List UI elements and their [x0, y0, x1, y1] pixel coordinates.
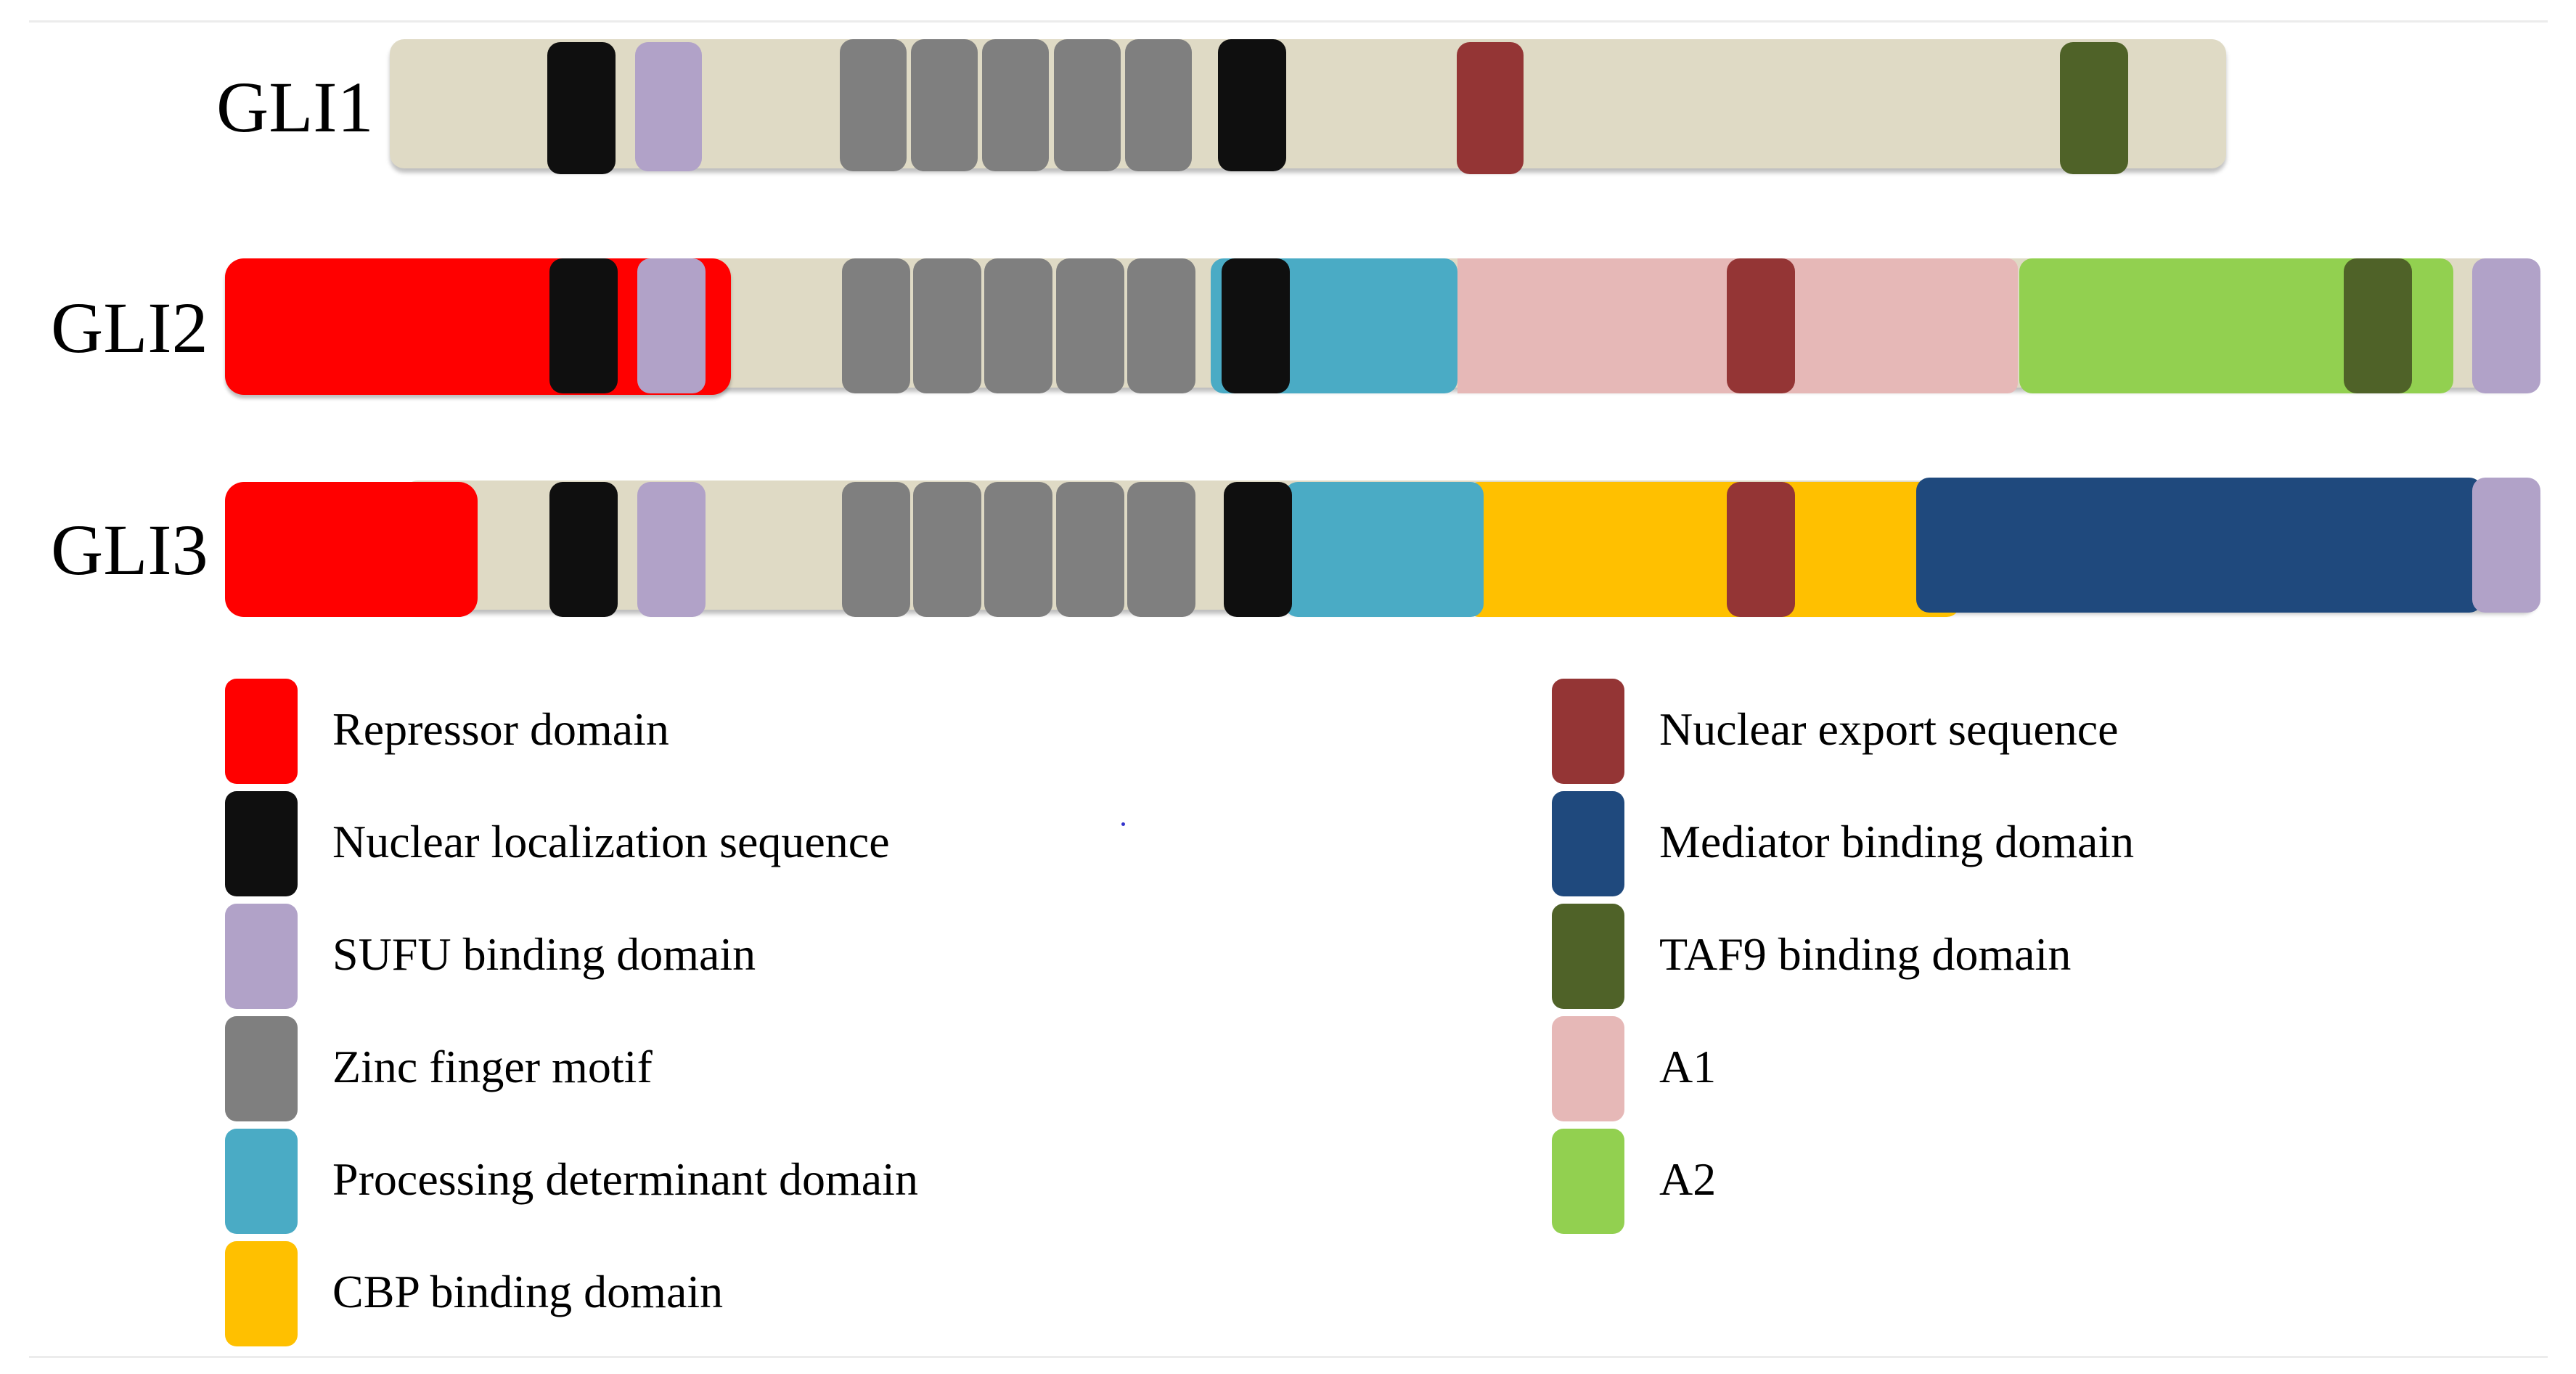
gli2-nuclear-localization-sequence-1	[549, 258, 618, 393]
legend-label-taf9: TAF9 binding domain	[1659, 928, 2072, 980]
gli3-mediator-binding-domain	[1916, 478, 2482, 613]
gli1-nuclear-localization-sequence-2	[1218, 39, 1286, 171]
gli3-zinc-finger-4	[1056, 482, 1124, 617]
gli2-zinc-finger-5	[1127, 258, 1195, 393]
gli3-zinc-finger-5	[1127, 482, 1195, 617]
legend-label-repressor: Repressor domain	[332, 703, 669, 755]
legend-label-cbp: CBP binding domain	[332, 1266, 724, 1317]
legend-swatch-zinc-finger	[225, 1016, 298, 1121]
gli1-zinc-finger-1	[840, 39, 907, 171]
legend-label-processing: Processing determinant domain	[332, 1153, 918, 1205]
gli2-zinc-finger-2	[913, 258, 981, 393]
gli3-processing-determinant-domain	[1285, 482, 1484, 617]
legend-label-zinc-finger: Zinc finger motif	[332, 1041, 653, 1092]
gli2-zinc-finger-1	[842, 258, 910, 393]
gli3-zinc-finger-2	[913, 482, 981, 617]
legend-swatch-taf9	[1552, 904, 1624, 1009]
stray-dot	[1121, 822, 1125, 826]
legend-swatch-processing	[225, 1129, 298, 1234]
gli2-nuclear-localization-sequence-2	[1222, 258, 1290, 393]
gli1-sufu-binding-domain	[635, 42, 702, 171]
gli1-taf9-binding-domain	[2060, 42, 2128, 174]
gli2-sufu-binding-domain-c-terminal	[2472, 258, 2540, 393]
legend-swatch-a2	[1552, 1129, 1624, 1234]
gli3-zinc-finger-3	[984, 482, 1052, 617]
gli2-sufu-binding-domain	[637, 258, 706, 393]
legend-swatch-nls	[225, 791, 298, 896]
gli1-zinc-finger-3	[982, 39, 1049, 171]
legend-label-sufu: SUFU binding domain	[332, 928, 756, 980]
legend-swatch-a1	[1552, 1016, 1624, 1121]
gli3-repressor-domain	[225, 482, 478, 617]
gli3-cbp-binding-domain	[1466, 482, 1960, 617]
gli1-zinc-finger-2	[911, 39, 978, 171]
legend-swatch-cbp	[225, 1241, 298, 1346]
protein-label-gli2: GLI2	[51, 287, 208, 368]
protein-label-gli1: GLI1	[216, 67, 374, 147]
gli3-zinc-finger-1	[842, 482, 910, 617]
gli3-nuclear-localization-sequence-1	[549, 482, 618, 617]
gli1-nuclear-localization-sequence-1	[547, 42, 616, 174]
legend-label-a2: A2	[1659, 1153, 1717, 1205]
gli2-nuclear-export-sequence	[1727, 258, 1795, 393]
legend-swatch-mediator	[1552, 791, 1624, 896]
legend-label-a1: A1	[1659, 1041, 1717, 1092]
legend-label-nes: Nuclear export sequence	[1659, 703, 2119, 755]
bottom-divider	[29, 1356, 2548, 1358]
gli3-nuclear-export-sequence	[1727, 482, 1795, 617]
gli2-taf9-binding-domain	[2344, 258, 2412, 393]
gli3-nuclear-localization-sequence-2	[1224, 482, 1292, 617]
protein-label-gli3: GLI3	[51, 510, 208, 590]
gli1-zinc-finger-4	[1054, 39, 1121, 171]
top-divider	[29, 20, 2548, 23]
legend-label-mediator: Mediator binding domain	[1659, 816, 2135, 867]
gli2-zinc-finger-4	[1056, 258, 1124, 393]
gli3-sufu-binding-domain-c-terminal	[2472, 478, 2540, 613]
gli1-zinc-finger-5	[1125, 39, 1192, 171]
gli1-nuclear-export-sequence	[1457, 42, 1524, 174]
legend-swatch-repressor	[225, 679, 298, 784]
legend-swatch-nes	[1552, 679, 1624, 784]
gli3-sufu-binding-domain	[637, 482, 706, 617]
legend-label-nls: Nuclear localization sequence	[332, 816, 890, 867]
gli2-zinc-finger-3	[984, 258, 1052, 393]
legend-swatch-sufu	[225, 904, 298, 1009]
